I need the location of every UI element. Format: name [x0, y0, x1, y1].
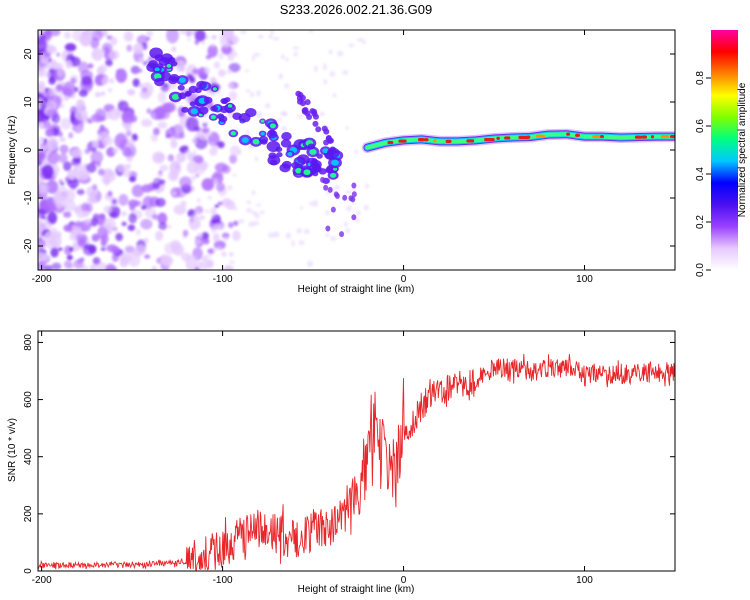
spectrogram-xtick: 0: [401, 30, 407, 285]
snr-xtick-label: -200: [32, 575, 52, 586]
spectrogram-plot-area: [38, 30, 675, 270]
snr-line: [38, 353, 675, 571]
spectrogram-ytick-label: 0: [23, 147, 34, 153]
snr-panel: -200 -100 0 100 0 200 400 600 800 Height of stra…: [7, 330, 676, 595]
snr-ytick: 800: [23, 334, 675, 351]
spectrogram-xtick: 100: [576, 30, 593, 285]
descending-band: [146, 47, 357, 238]
spectrogram-ytick: -10: [23, 190, 675, 205]
colorbar-label: Normalized spectral amplitude: [737, 82, 748, 217]
snr-xtick: 100: [576, 331, 593, 586]
snr-ytick-label: 400: [23, 448, 34, 465]
figure-title: S233.2026.002.21.36.G09: [280, 2, 433, 17]
snr-xtick-label: 0: [401, 575, 407, 586]
colorbar: 0.0 0.2 0.4 0.6 0.8 Normalized spectral ampl…: [695, 30, 748, 277]
snr-ytick: 600: [23, 391, 675, 408]
snr-ylabel: SNR (10 * v/v): [7, 418, 18, 482]
colorbar-tick-label: 0.6: [695, 119, 706, 133]
snr-frame: [37, 330, 676, 572]
snr-ytick: 200: [23, 505, 675, 522]
main-ridge: [361, 128, 675, 154]
colorbar-tick-label: 0.8: [695, 71, 706, 85]
spectrogram-ytick: 0: [23, 147, 675, 153]
colorbar-bar: [711, 30, 738, 270]
snr-plot-area: [38, 353, 675, 571]
snr-ytick: 400: [23, 448, 675, 465]
spectrogram-xlabel: Height of straight line (km): [298, 284, 415, 295]
spectrogram-ytick: -20: [23, 238, 675, 253]
snr-xtick-label: -100: [213, 575, 233, 586]
spectrogram-ytick-label: -20: [23, 238, 34, 253]
colorbar-tick: 0.2: [695, 215, 711, 229]
spectrogram-xtick: -100: [213, 30, 233, 285]
snr-ytick-label: 600: [23, 391, 34, 408]
spectrogram-xtick-label: -100: [213, 274, 233, 285]
spectrogram-ytick: 20: [23, 48, 675, 60]
snr-ytick-label: 200: [23, 505, 34, 522]
spectrogram-ytick-label: 20: [23, 48, 34, 60]
spectrogram-ytick: 10: [23, 96, 675, 108]
spectrogram-ytick-label: 10: [23, 96, 34, 108]
spectrogram-noise: [38, 30, 370, 270]
snr-xtick: 0: [401, 331, 407, 586]
colorbar-tick: 0.4: [695, 167, 711, 181]
snr-ticks: -200 -100 0 100 0 200 400 600 800: [23, 331, 675, 586]
snr-ytick-label: 0: [23, 568, 34, 574]
colorbar-tick: 0.6: [695, 119, 711, 133]
snr-xtick: -200: [32, 331, 52, 586]
spectrogram-ylabel: Frequency (Hz): [7, 116, 18, 185]
spectrogram-xtick: -200: [32, 30, 52, 285]
snr-xtick: -100: [213, 331, 233, 586]
snr-ytick-label: 800: [23, 334, 34, 351]
colorbar-tick: 0.8: [695, 71, 711, 85]
colorbar-tick-label: 0.4: [695, 167, 706, 181]
spectrogram-xtick-label: 0: [401, 274, 407, 285]
colorbar-tick-label: 0.0: [695, 263, 706, 277]
colorbar-ticks: 0.0 0.2 0.4 0.6 0.8: [695, 71, 711, 277]
colorbar-tick: 0.0: [695, 263, 711, 277]
snr-ytick: 0: [23, 568, 675, 574]
spectrogram-ytick-label: -10: [23, 190, 34, 205]
snr-xtick-label: 100: [576, 575, 593, 586]
spectrogram-xtick-label: -200: [32, 274, 52, 285]
colorbar-tick-label: 0.2: [695, 215, 706, 229]
spectrogram-xtick-label: 100: [576, 274, 593, 285]
snr-xlabel: Height of straight line (km): [298, 584, 415, 595]
